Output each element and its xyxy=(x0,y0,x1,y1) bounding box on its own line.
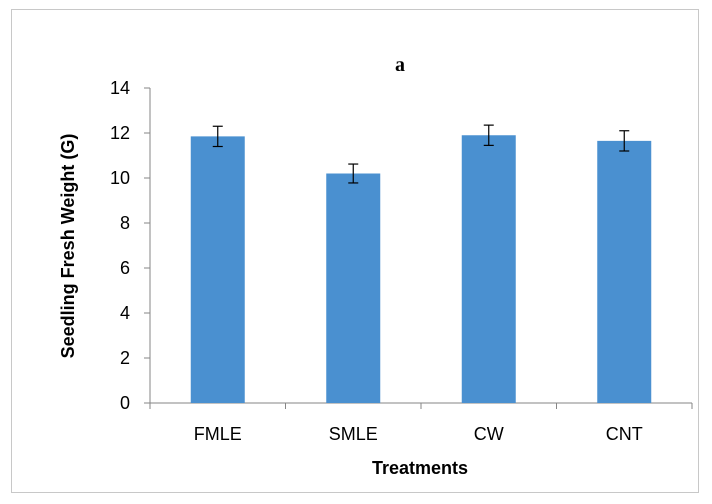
y-tick-label: 14 xyxy=(110,78,130,98)
chart-title: a xyxy=(395,54,405,76)
y-tick-label: 0 xyxy=(120,393,130,413)
plot-area: 0 2 4 6 8 10 12 14 FMLE SMLE CW CNT xyxy=(110,78,693,444)
x-tick-label: FMLE xyxy=(194,424,242,444)
y-tick-label: 12 xyxy=(110,123,130,143)
y-tick-label: 4 xyxy=(120,303,130,323)
x-tick-label: CNT xyxy=(606,424,643,444)
bar-cw xyxy=(461,135,516,403)
y-axis-label: Seedling Fresh Weight (G) xyxy=(58,134,78,359)
x-tick-label: SMLE xyxy=(329,424,378,444)
x-tick-label: CW xyxy=(474,424,504,444)
y-tick-label: 6 xyxy=(120,258,130,278)
y-tick-label: 8 xyxy=(120,213,130,233)
bar-cnt xyxy=(597,140,652,403)
bar-smle xyxy=(326,173,381,403)
x-axis-label: Treatments xyxy=(372,458,468,478)
y-tick-label: 10 xyxy=(110,168,130,188)
y-tick-label: 2 xyxy=(120,348,130,368)
bar-fmle xyxy=(190,136,245,403)
